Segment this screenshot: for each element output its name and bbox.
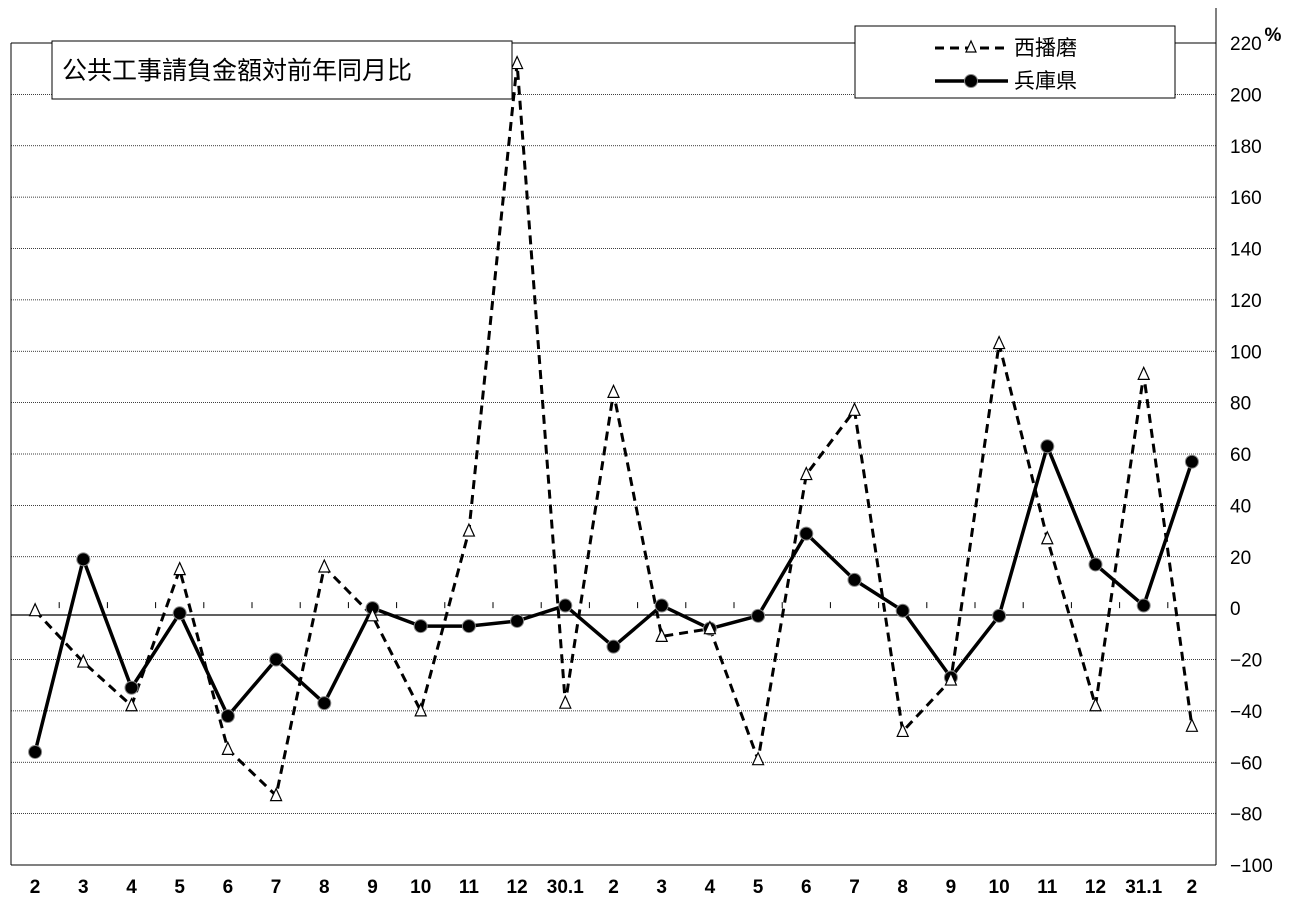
- y-tick-label: 80: [1230, 394, 1251, 415]
- y-tick-label: 120: [1230, 291, 1262, 312]
- y-tick-label: 100: [1230, 342, 1262, 363]
- chart-title-box: 公共工事請負金額対前年同月比: [52, 41, 512, 99]
- x-tick-label: 31.1: [1125, 877, 1162, 898]
- data-point-series-2: [559, 599, 572, 612]
- y-tick-label: 140: [1230, 240, 1262, 261]
- data-point-series-2: [511, 614, 524, 627]
- y-tick-label: 180: [1230, 137, 1262, 158]
- data-point-series-2: [1137, 599, 1150, 612]
- y-tick-label: 160: [1230, 188, 1262, 209]
- data-point-series-2: [221, 710, 234, 723]
- y-tick-label: 220: [1230, 34, 1262, 55]
- x-tick-label: 6: [223, 877, 234, 898]
- data-point-series-2: [270, 653, 283, 666]
- data-point-series-2: [462, 620, 475, 633]
- data-point-series-2: [125, 681, 138, 694]
- data-point-series-2: [607, 640, 620, 653]
- y-tick-label: 40: [1230, 496, 1251, 517]
- data-point-series-2: [752, 609, 765, 622]
- x-tick-label: 6: [801, 877, 812, 898]
- data-point-series-2: [77, 553, 90, 566]
- x-tick-label: 4: [705, 877, 716, 898]
- x-tick-label: 10: [989, 877, 1010, 898]
- legend-circle-icon: [965, 75, 978, 88]
- data-point-series-2: [848, 573, 861, 586]
- legend-label-series-1: 西播磨: [1014, 36, 1077, 60]
- y-tick-label: 60: [1230, 445, 1251, 466]
- x-tick-label: 10: [410, 877, 431, 898]
- x-tick-label: 12: [507, 877, 528, 898]
- x-tick-label: 7: [271, 877, 282, 898]
- x-tick-label: 12: [1085, 877, 1106, 898]
- data-point-series-2: [1185, 455, 1198, 468]
- x-tick-label: 2: [608, 877, 619, 898]
- data-point-series-2: [1041, 440, 1054, 453]
- x-tick-label: 3: [78, 877, 89, 898]
- x-tick-label: 4: [126, 877, 137, 898]
- data-point-series-2: [896, 604, 909, 617]
- x-tick-label: 8: [897, 877, 908, 898]
- x-tick-label: 11: [459, 877, 480, 898]
- data-point-series-2: [173, 607, 186, 620]
- y-tick-label: −60: [1230, 753, 1262, 774]
- x-tick-label: 2: [30, 877, 41, 898]
- chart-title: 公共工事請負金額対前年同月比: [62, 56, 412, 85]
- x-tick-label: 9: [946, 877, 957, 898]
- x-tick-label: 3: [656, 877, 667, 898]
- legend-label-series-2: 兵庫県: [1014, 69, 1077, 93]
- data-point-series-2: [655, 599, 668, 612]
- x-tick-label: 30.1: [547, 877, 584, 898]
- y-tick-label: −20: [1230, 651, 1262, 672]
- y-tick-label: −40: [1230, 702, 1262, 723]
- x-tick-label: 5: [174, 877, 185, 898]
- x-tick-label: 9: [367, 877, 378, 898]
- data-point-series-2: [29, 745, 42, 758]
- y-unit-label: %: [1265, 25, 1282, 46]
- y-tick-labels: 220200180160140120100806040200−20−40−60−…: [1230, 34, 1273, 877]
- x-tick-label: 7: [849, 877, 860, 898]
- data-point-series-2: [1089, 558, 1102, 571]
- y-tick-label: −100: [1230, 856, 1273, 877]
- y-tick-label: 0: [1230, 599, 1241, 620]
- x-tick-label: 11: [1037, 877, 1058, 898]
- y-tick-label: 200: [1230, 85, 1262, 106]
- data-point-series-2: [318, 697, 331, 710]
- legend: 西播磨 兵庫県: [855, 26, 1175, 98]
- data-point-series-2: [414, 620, 427, 633]
- x-tick-label: 5: [753, 877, 764, 898]
- x-tick-label: 2: [1187, 877, 1198, 898]
- y-tick-label: −80: [1230, 805, 1262, 826]
- data-point-series-2: [993, 609, 1006, 622]
- x-tick-label: 8: [319, 877, 330, 898]
- data-point-series-2: [800, 527, 813, 540]
- x-tick-labels: 2 3 4 5 6 7 8 9 10 11 12 30.1 2 3 4 5 6 7 8 9 10 11 12 31.1 2: [30, 877, 1197, 898]
- y-tick-label: 20: [1230, 548, 1251, 569]
